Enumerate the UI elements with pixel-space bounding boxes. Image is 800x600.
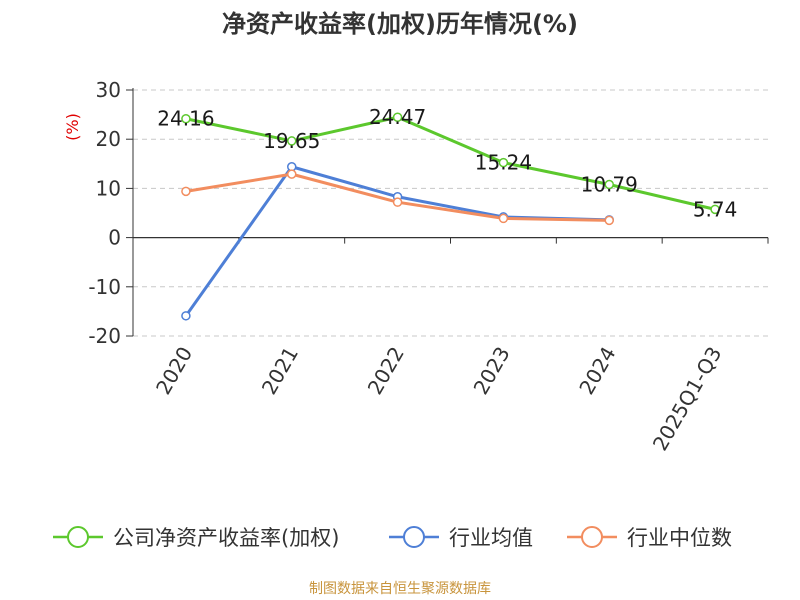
series-0-point[interactable] [604,179,614,190]
data-label: 15.24 [475,151,532,175]
x-axis-ticks: 2020 2021 2022 2023 2024 2025Q1-Q3 [132,237,769,455]
series-2-point[interactable] [498,213,509,224]
x-tick-label: 2020 [151,343,197,399]
series-0-point[interactable] [287,136,297,146]
series-2-point[interactable] [392,197,403,207]
series-0-point[interactable] [392,112,403,122]
y-axis-ticks: 30 20 10 0 -10 -20 [88,78,133,348]
data-label: 24.16 [157,107,214,131]
chart-title: 净资产收益率(加权)历年情况(%) [222,10,578,38]
series-2-point[interactable] [181,186,191,197]
legend-item-2[interactable]: 行业中位数 [567,526,732,550]
data-label: 10.79 [581,173,638,197]
y-axis-unit-label: (%) [63,113,82,141]
series-line-1 [184,165,610,317]
data-source-note: 制图数据来自恒生聚源数据库 [309,581,491,597]
series-line-0 [185,115,716,211]
x-tick-label: 2024 [574,343,620,399]
y-tick-label: 0 [108,226,121,250]
legend-marker-swatch [403,526,425,548]
x-tick-label: 2022 [363,343,409,399]
series-0-point[interactable] [181,113,191,124]
data-labels: 24.16 19.65 24.47 15.24 10.79 5.74 [157,105,737,221]
legend-marker-swatch [581,526,603,548]
axes [132,88,768,336]
series-1-point[interactable] [181,311,191,321]
legend-label: 公司净资产收益率(加权) [113,526,339,550]
y-tick-label: 10 [96,176,121,200]
y-tick-label: 20 [96,127,121,151]
data-label: 24.47 [369,105,426,129]
legend-label: 行业中位数 [627,526,732,550]
x-tick-label: 2025Q1-Q3 [648,343,727,455]
series-0-point[interactable] [710,204,720,215]
y-tick-label: 30 [96,78,121,102]
legend-marker-swatch [67,526,89,548]
series-2-point[interactable] [604,215,614,226]
x-tick-label: 2023 [469,343,515,399]
series-points [181,112,720,321]
legend[interactable]: 公司净资产收益率(加权) 行业均值 行业中位数 [53,526,732,550]
legend-item-0[interactable]: 公司净资产收益率(加权) [53,526,339,550]
legend-label: 行业均值 [449,526,533,550]
legend-item-1[interactable]: 行业均值 [389,526,533,550]
x-tick-label: 2021 [257,343,303,399]
y-tick-label: -20 [88,324,121,348]
data-label: 19.65 [263,129,320,153]
series-2-point[interactable] [287,169,297,179]
series-0-point[interactable] [498,157,509,168]
data-label: 5.74 [693,197,738,221]
y-tick-label: -10 [88,275,121,299]
